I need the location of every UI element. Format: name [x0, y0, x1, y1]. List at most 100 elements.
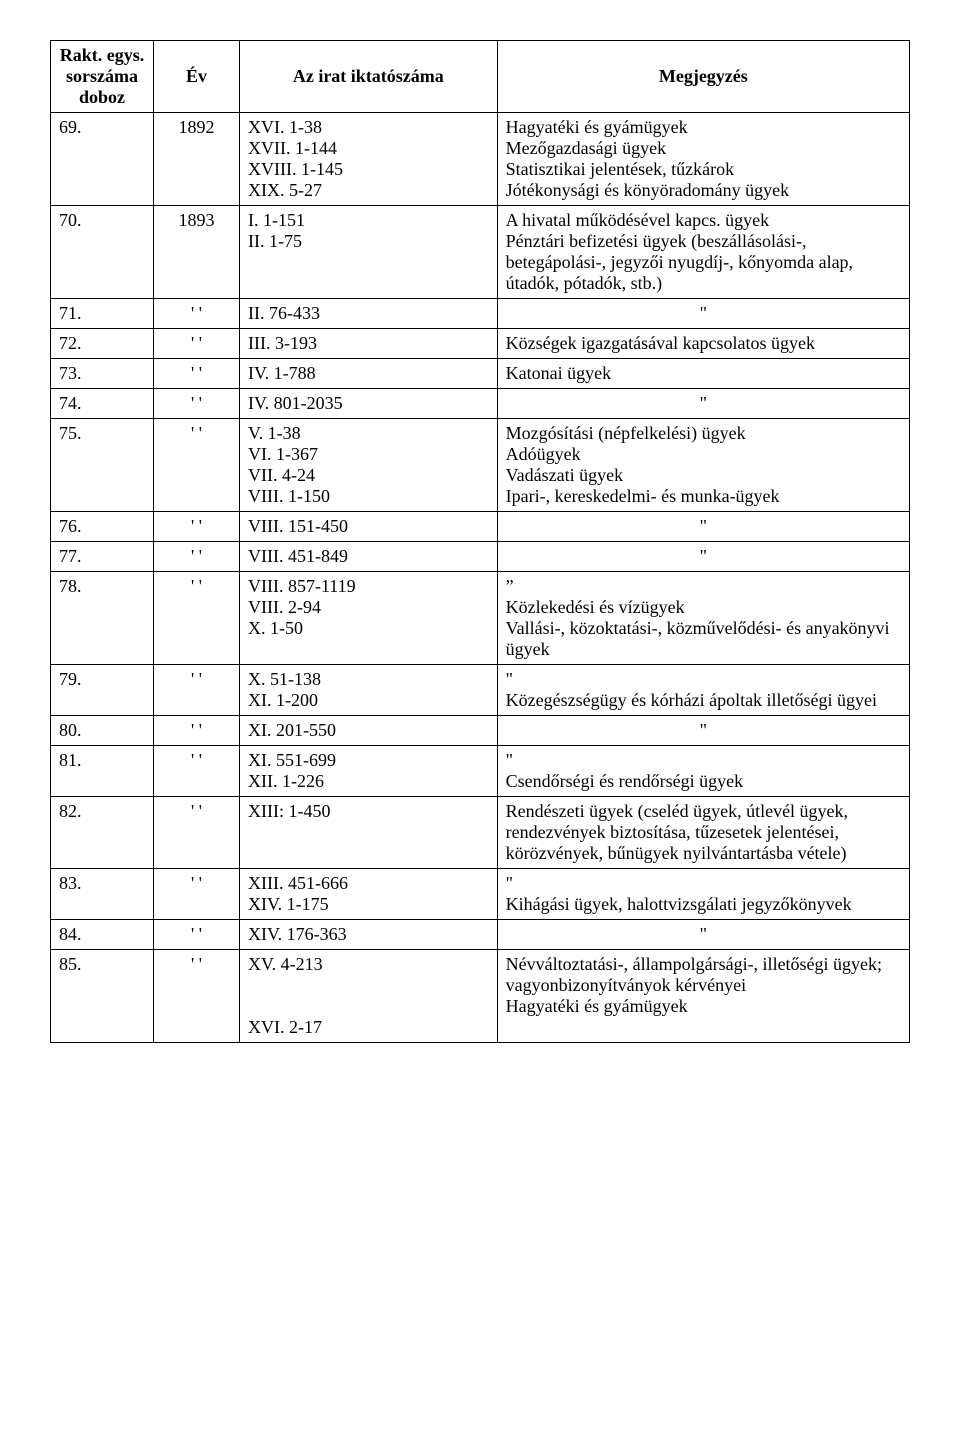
table-row: 74.' ' IV. 801-2035 ": [51, 389, 910, 419]
cell-num: 82.: [51, 797, 154, 869]
cell-ikt: IV. 801-2035: [239, 389, 497, 419]
cell-num: 72.: [51, 329, 154, 359]
ikt-line: XIII: 1-450: [248, 801, 489, 822]
cell-num: 69.: [51, 113, 154, 206]
cell-ev: ' ': [154, 716, 240, 746]
cell-num: 75.: [51, 419, 154, 512]
cell-num: 77.: [51, 542, 154, 572]
cell-ikt: XIV. 176-363: [239, 920, 497, 950]
cell-num: 70.: [51, 206, 154, 299]
ikt-line: XIII. 451-666: [248, 873, 489, 894]
cell-ev: ' ': [154, 920, 240, 950]
ikt-line: [248, 996, 489, 1017]
cell-megj: "Kihágási ügyek, halottvizsgálati jegyző…: [497, 869, 909, 920]
table-row: 70.1893I. 1-151II. 1-75A hivatal működés…: [51, 206, 910, 299]
table-body: 69.1892XVI. 1-38XVII. 1-144XVIII. 1-145X…: [51, 113, 910, 1043]
cell-num: 81.: [51, 746, 154, 797]
table-row: 76.' 'VIII. 151-450": [51, 512, 910, 542]
ikt-line: XVI. 1-38: [248, 117, 489, 138]
cell-ev: ' ': [154, 329, 240, 359]
cell-ev: ' ': [154, 869, 240, 920]
ikt-line: VIII. 151-450: [248, 516, 489, 537]
table-row: 81.' 'XI. 551-699XII. 1-226"Csendőrségi …: [51, 746, 910, 797]
cell-ikt: VIII. 151-450: [239, 512, 497, 542]
ikt-line: II. 76-433: [248, 303, 489, 324]
cell-num: 73.: [51, 359, 154, 389]
cell-ikt: I. 1-151II. 1-75: [239, 206, 497, 299]
ikt-line: IV. 1-788: [248, 363, 489, 384]
cell-ev: ' ': [154, 512, 240, 542]
cell-megj: Katonai ügyek: [497, 359, 909, 389]
header-ikt: Az irat iktatószáma: [239, 41, 497, 113]
ikt-line: X. 51-138: [248, 669, 489, 690]
cell-megj: ": [497, 299, 909, 329]
table-row: 83.' 'XIII. 451-666XIV. 1-175"Kihágási ü…: [51, 869, 910, 920]
table-row: 84.' ' XIV. 176-363 ": [51, 920, 910, 950]
ikt-line: XVI. 2-17: [248, 1017, 489, 1038]
ikt-line: IV. 801-2035: [248, 393, 489, 414]
cell-ev: ' ': [154, 359, 240, 389]
cell-ev: 1893: [154, 206, 240, 299]
archive-table: Rakt. egys. sorszáma doboz Év Az irat ik…: [50, 40, 910, 1043]
cell-ev: ' ': [154, 950, 240, 1043]
cell-num: 83.: [51, 869, 154, 920]
cell-megj: ": [497, 542, 909, 572]
cell-num: 85.: [51, 950, 154, 1043]
ikt-line: XIV. 176-363: [248, 924, 489, 945]
header-rakt-l3: doboz: [79, 87, 125, 107]
table-row: 71.' ' II. 76-433 ": [51, 299, 910, 329]
cell-ikt: XIII. 451-666XIV. 1-175: [239, 869, 497, 920]
header-rakt: Rakt. egys. sorszáma doboz: [51, 41, 154, 113]
cell-megj: ": [497, 389, 909, 419]
header-rakt-l1: Rakt. egys.: [60, 45, 145, 65]
cell-megj: Községek igazgatásával kapcsolatos ügyek: [497, 329, 909, 359]
cell-ev: ' ': [154, 665, 240, 716]
cell-ikt: XI. 551-699XII. 1-226: [239, 746, 497, 797]
table-row: 82.' 'XIII: 1-450Rendészeti ügyek (cselé…: [51, 797, 910, 869]
cell-ikt: XI. 201-550: [239, 716, 497, 746]
ikt-line: III. 3-193: [248, 333, 489, 354]
cell-ikt: II. 76-433: [239, 299, 497, 329]
cell-num: 84.: [51, 920, 154, 950]
header-row: Rakt. egys. sorszáma doboz Év Az irat ik…: [51, 41, 910, 113]
table-row: 69.1892XVI. 1-38XVII. 1-144XVIII. 1-145X…: [51, 113, 910, 206]
ikt-line: I. 1-151: [248, 210, 489, 231]
cell-ikt: XVI. 1-38XVII. 1-144XVIII. 1-145XIX. 5-2…: [239, 113, 497, 206]
cell-ev: ' ': [154, 389, 240, 419]
ikt-line: VI. 1-367: [248, 444, 489, 465]
ikt-line: XVII. 1-144: [248, 138, 489, 159]
table-row: 75.' 'V. 1-38VI. 1-367VII. 4-24VIII. 1-1…: [51, 419, 910, 512]
cell-ikt: V. 1-38VI. 1-367VII. 4-24VIII. 1-150: [239, 419, 497, 512]
cell-ikt: X. 51-138XI. 1-200: [239, 665, 497, 716]
cell-ev: ' ': [154, 299, 240, 329]
cell-num: 78.: [51, 572, 154, 665]
cell-megj: Hagyatéki és gyámügyekMezőgazdasági ügye…: [497, 113, 909, 206]
cell-megj: ": [497, 920, 909, 950]
cell-ev: ' ': [154, 797, 240, 869]
ikt-line: [248, 975, 489, 996]
ikt-line: XVIII. 1-145: [248, 159, 489, 180]
table-row: 72.' ' III. 3-193 Községek igazgatásával k…: [51, 329, 910, 359]
ikt-line: XII. 1-226: [248, 771, 489, 792]
table-row: 77.' 'VIII. 451-849": [51, 542, 910, 572]
cell-megj: "Csendőrségi és rendőrségi ügyek: [497, 746, 909, 797]
cell-ev: ' ': [154, 746, 240, 797]
cell-num: 71.: [51, 299, 154, 329]
ikt-line: VIII. 2-94: [248, 597, 489, 618]
header-ev: Év: [154, 41, 240, 113]
cell-megj: ”Közlekedési és vízügyekVallási-, közokt…: [497, 572, 909, 665]
cell-num: 74.: [51, 389, 154, 419]
cell-ikt: III. 3-193: [239, 329, 497, 359]
table-row: 79.' 'X. 51-138XI. 1-200"Közegészségügy …: [51, 665, 910, 716]
cell-ev: ' ': [154, 419, 240, 512]
cell-megj: Mozgósítási (népfelkelési) ügyekAdóügyek…: [497, 419, 909, 512]
ikt-line: II. 1-75: [248, 231, 489, 252]
ikt-line: VIII. 857-1119: [248, 576, 489, 597]
ikt-line: VII. 4-24: [248, 465, 489, 486]
table-row: 73.' ' IV. 1-788 Katonai ügyek: [51, 359, 910, 389]
cell-ikt: XIII: 1-450: [239, 797, 497, 869]
ikt-line: X. 1-50: [248, 618, 489, 639]
ikt-line: V. 1-38: [248, 423, 489, 444]
table-row: 80.' 'XI. 201-550": [51, 716, 910, 746]
cell-megj: "Közegészségügy és kórházi ápoltak illet…: [497, 665, 909, 716]
